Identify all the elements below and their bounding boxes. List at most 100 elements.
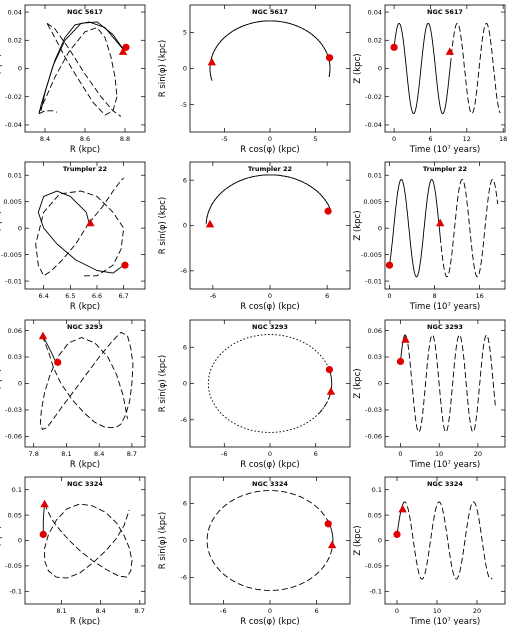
- y-tick-label: 6: [183, 176, 187, 184]
- x-tick-label: 12: [463, 135, 471, 143]
- start-circle-marker: [121, 261, 129, 269]
- x-axis-label: R (kpc): [70, 617, 100, 625]
- y-axis-label: R sin(φ) (kpc): [158, 197, 168, 254]
- x-tick-label: 8.4: [94, 450, 104, 458]
- x-tick-label: 6.7: [118, 292, 128, 300]
- dashed-orbit-line: [88, 177, 125, 224]
- panel-p6: 7.8 8.1 8.4 8.7 0.06 0.03 0 -0.03 -0.06 NGC 3293 R…: [0, 319, 146, 470]
- plot-area: [400, 334, 496, 433]
- x-tick-label: -6: [210, 292, 216, 300]
- y-tick-label: -6: [181, 574, 187, 582]
- x-tick-label: 20: [473, 607, 481, 615]
- panel-title: NGC 3293: [427, 323, 463, 331]
- y-axis-label: Z (kpc): [353, 368, 363, 398]
- x-axis-label: R cos(φ) (kpc): [240, 145, 299, 155]
- start-circle-marker: [325, 365, 334, 374]
- start-circle-marker: [393, 530, 401, 539]
- start-circle-marker: [390, 43, 398, 51]
- plot-area: [393, 22, 501, 115]
- dashed-z-curve: [450, 22, 501, 115]
- x-tick-label: 8.6: [80, 135, 90, 143]
- panel-title: NGC 5617: [427, 8, 463, 16]
- y-tick-label: 0.06: [368, 327, 382, 335]
- panel-p11: 0 10 20 0.1 0.05 0 -0.05 -0.1 NGC 3324 Time (10⁷ …: [353, 476, 506, 625]
- x-tick-label: 0: [387, 292, 391, 300]
- y-tick-label: 0.01: [8, 171, 22, 179]
- x-axis-label: Time (10⁷ years): [409, 145, 480, 155]
- x-tick-label: 0: [392, 135, 396, 143]
- y-tick-label: -0.04: [5, 121, 22, 129]
- x-tick-label: 6.4: [38, 292, 48, 300]
- plot-area: [39, 331, 134, 430]
- plot-area: [389, 179, 499, 278]
- y-tick-label: -0.04: [365, 121, 382, 129]
- y-tick-label: -0.03: [365, 406, 382, 414]
- x-tick-label: -5: [221, 135, 227, 143]
- solid-orbit-arc: [205, 174, 332, 224]
- y-tick-label: 0: [183, 537, 187, 545]
- panel-p4: -6 0 6 6 0 -6 Trumpler 22 R cos(φ) (kpc) R sin(φ…: [158, 161, 351, 312]
- end-triangle-marker: [445, 47, 455, 55]
- panel-p0: 8.4 8.6 8.8 0.04 0.02 0 -0.02 -0.04 NGC 5617 R (k…: [0, 4, 146, 155]
- plot-area: [207, 334, 333, 433]
- solid-orbit-line: [42, 335, 56, 362]
- y-tick-label: 0.1: [372, 486, 382, 494]
- x-tick-label: 20: [474, 450, 482, 458]
- y-tick-label: 5: [183, 29, 187, 37]
- dashed-orbit-arc: [316, 393, 331, 416]
- y-tick-label: -6: [181, 267, 187, 275]
- y-tick-label: 6: [183, 343, 187, 351]
- x-tick-label: 0: [268, 450, 272, 458]
- x-tick-label: 6: [314, 450, 318, 458]
- y-tick-label: -0.005: [361, 251, 382, 259]
- solid-orbit-line: [37, 190, 124, 274]
- x-tick-label: 18: [499, 135, 507, 143]
- panel-p5: 0 8 16 0.01 0.005 0 -0.005 -0.01 Trumpler 22 Time…: [353, 161, 506, 312]
- plot-area: [35, 177, 125, 277]
- dotted-orbit-arc: [205, 174, 332, 224]
- dashed-orbit-line: [35, 190, 125, 277]
- x-tick-label: 0: [398, 450, 402, 458]
- x-axis-label: R (kpc): [70, 302, 100, 312]
- y-tick-label: 0.03: [8, 353, 22, 361]
- y-axis-label: R sin(φ) (kpc): [158, 355, 168, 412]
- y-axis-label: Z (kpc): [0, 525, 3, 555]
- panel-title: Trumpler 22: [63, 165, 107, 173]
- x-tick-label: 6.6: [92, 292, 102, 300]
- y-tick-label: 0.01: [368, 171, 382, 179]
- y-tick-label: -0.02: [365, 93, 382, 101]
- x-tick-label: 8.7: [127, 450, 137, 458]
- dashed-orbit-line: [46, 23, 118, 116]
- y-tick-label: 0.06: [8, 327, 22, 335]
- x-tick-label: 10: [435, 450, 443, 458]
- end-triangle-marker: [86, 218, 95, 227]
- start-circle-marker: [324, 207, 332, 215]
- dotted-orbit-arc: [207, 334, 331, 433]
- y-axis-label: R sin(φ) (kpc): [158, 40, 168, 97]
- y-axis-label: Z (kpc): [353, 53, 363, 83]
- panel-title: NGC 3324: [252, 480, 288, 488]
- end-triangle-marker: [398, 504, 407, 513]
- y-tick-label: -0.05: [365, 562, 382, 570]
- plot-frame: [24, 476, 146, 605]
- dotted-orbit-arc: [209, 20, 331, 81]
- y-tick-label: 0: [18, 537, 22, 545]
- start-circle-marker: [122, 43, 130, 51]
- y-tick-label: 0.05: [368, 511, 382, 519]
- y-tick-label: 0.05: [8, 511, 22, 519]
- solid-orbit-line: [38, 21, 126, 114]
- plot-frame: [384, 161, 506, 290]
- panel-p10: -6 0 6 6 0 -6 NGC 3324 R cos(φ) (kpc) R sin(φ) (…: [158, 476, 351, 625]
- plot-frame: [189, 476, 351, 605]
- panel-title: NGC 3324: [67, 480, 103, 488]
- y-tick-label: 0: [378, 65, 382, 73]
- y-tick-label: 0.1: [12, 486, 22, 494]
- panel-p9: 8.1 8.4 8.7 0.1 0.05 0 -0.05 -0.1 NGC 3324 R (kpc…: [0, 476, 146, 625]
- x-tick-label: 6: [428, 135, 432, 143]
- y-tick-label: 0: [183, 380, 187, 388]
- panel-p7: -6 0 6 6 0 -6 NGC 3293 R cos(φ) (kpc) R sin(φ) (…: [158, 319, 351, 470]
- y-tick-label: -0.01: [365, 277, 382, 285]
- end-triangle-marker: [207, 57, 217, 66]
- panel-title: NGC 3324: [427, 480, 463, 488]
- end-triangle-marker: [205, 219, 215, 228]
